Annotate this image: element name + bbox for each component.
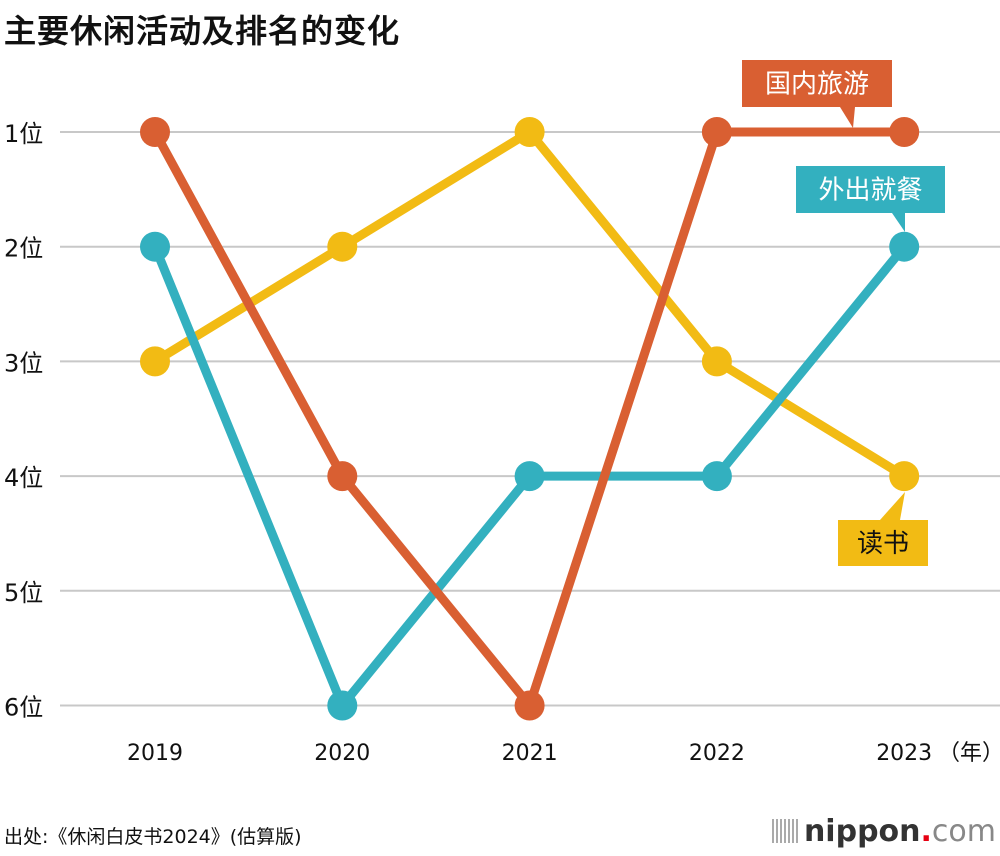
source-note: 出处:《休闲白皮书2024》(估算版) [4, 826, 302, 848]
y-tick-label: 6位 [4, 694, 43, 722]
series-line [152, 127, 907, 480]
data-point [327, 231, 358, 262]
series-label-pointer [840, 107, 855, 128]
series-label-box [796, 166, 945, 213]
series-label-pointer [880, 492, 905, 520]
rank-line-chart: 1位 2位 3位 4位 5位 6位 2019 2020 2021 2022 2023 （年） 读书 外出就… [4, 60, 1000, 766]
x-tick-label: 2023 [876, 741, 932, 766]
x-tick-label: 2019 [127, 741, 183, 766]
data-point [140, 117, 170, 147]
y-tick-label: 1位 [4, 120, 43, 148]
nippon-logo: nippon.com [771, 814, 996, 849]
y-tick-label: 5位 [4, 579, 43, 607]
data-point [514, 117, 545, 147]
chart-title: 主要休闲活动及排名的变化 [4, 12, 401, 50]
series-label-pointer [892, 213, 905, 232]
data-point [327, 461, 358, 492]
data-point [327, 690, 358, 721]
y-tick-label: 3位 [4, 349, 43, 377]
data-point [140, 231, 170, 262]
data-point [701, 461, 732, 492]
x-tick-label: 2020 [314, 741, 370, 766]
series-label: 读书 [857, 529, 909, 559]
data-point [514, 461, 545, 492]
data-point [889, 117, 920, 147]
x-tick-label: 2022 [689, 741, 745, 766]
series-label: 国内旅游 [765, 70, 869, 100]
data-point [889, 461, 920, 492]
x-tick-label: 2021 [502, 741, 558, 766]
data-point [140, 346, 170, 377]
series-line [151, 127, 905, 710]
logo-bars-icon [771, 819, 798, 843]
data-point [889, 231, 920, 262]
series-label: 外出就餐 [818, 176, 922, 206]
data-point [514, 690, 545, 721]
y-tick-label: 2位 [4, 235, 43, 263]
x-axis-unit: （年） [938, 741, 1000, 766]
series-label-box [838, 520, 928, 566]
data-point [701, 117, 732, 147]
y-tick-label: 4位 [4, 464, 43, 492]
data-point [701, 346, 732, 377]
series-label-box [742, 60, 892, 107]
